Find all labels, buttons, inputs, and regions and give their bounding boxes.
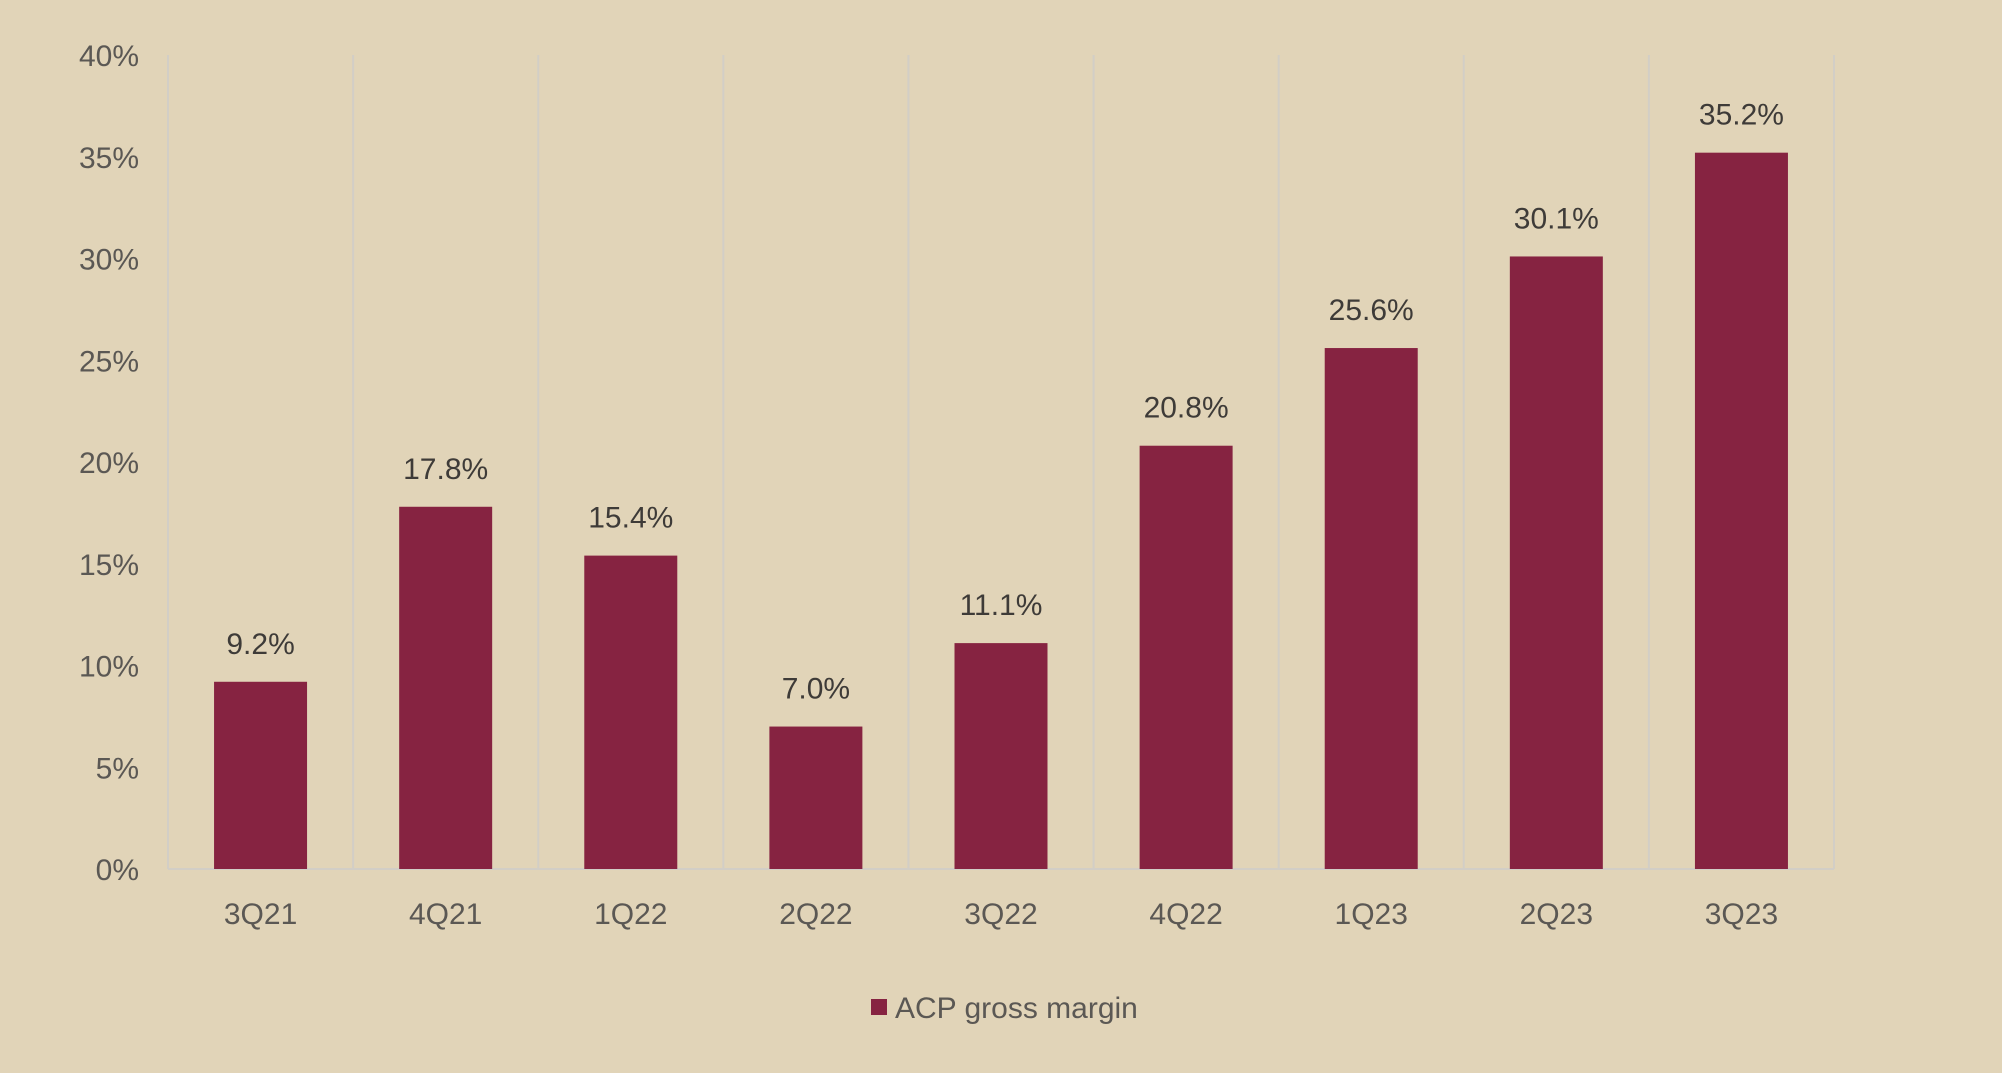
x-axis: 3Q21 4Q21 1Q22 2Q22 3Q22 4Q22 1Q23 2Q23 3Q23 (224, 898, 1778, 931)
y-tick-label: 15% (79, 549, 139, 582)
y-tick-label: 25% (79, 345, 139, 378)
data-label: 7.0% (782, 673, 850, 706)
bar (399, 506, 493, 869)
bar (1139, 445, 1233, 869)
data-label: 25.6% (1329, 294, 1414, 327)
data-label: 35.2% (1699, 99, 1784, 132)
x-tick-label: 3Q23 (1705, 898, 1778, 931)
bar (769, 726, 863, 869)
bar (584, 555, 678, 869)
x-tick-label: 1Q23 (1335, 898, 1408, 931)
bar (954, 643, 1048, 869)
y-tick-label: 40% (79, 40, 139, 73)
y-tick-label: 10% (79, 651, 139, 684)
data-label: 9.2% (226, 628, 294, 661)
x-tick-label: 2Q23 (1520, 898, 1593, 931)
x-tick-label: 4Q22 (1149, 898, 1222, 931)
y-tick-label: 30% (79, 244, 139, 277)
data-label: 20.8% (1144, 392, 1229, 425)
legend-swatch (871, 999, 887, 1015)
data-label: 11.1% (960, 589, 1043, 622)
y-tick-label: 0% (96, 854, 139, 887)
bar (1509, 256, 1603, 870)
x-tick-label: 2Q22 (779, 898, 852, 931)
legend-label: ACP gross margin (895, 992, 1138, 1025)
x-tick-label: 3Q22 (964, 898, 1037, 931)
data-label: 15.4% (588, 502, 673, 535)
x-tick-label: 4Q21 (409, 898, 482, 931)
bar (214, 681, 308, 869)
y-axis: 0% 5% 10% 15% 20% 25% 30% 35% 40% (79, 40, 139, 887)
legend: ACP gross margin (871, 992, 1138, 1025)
data-labels-layer: 9.2% 17.8% 15.4% 7.0% 11.1% 20.8% 25.6% 30.1% 35… (226, 99, 1784, 706)
bars-layer (214, 152, 1788, 870)
bar (1324, 348, 1418, 869)
x-tick-label: 3Q21 (224, 898, 297, 931)
x-tick-label: 1Q22 (594, 898, 667, 931)
y-tick-label: 5% (96, 752, 139, 785)
data-label: 30.1% (1514, 202, 1599, 235)
y-tick-label: 20% (79, 447, 139, 480)
y-tick-label: 35% (79, 142, 139, 175)
bar (1694, 152, 1788, 869)
data-label: 17.8% (403, 453, 488, 486)
